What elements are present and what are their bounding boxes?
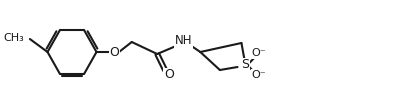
Text: S: S	[241, 58, 249, 72]
Text: CH₃: CH₃	[3, 33, 24, 43]
Text: NH: NH	[175, 35, 192, 48]
Text: O: O	[109, 46, 119, 58]
Text: O⁻: O⁻	[252, 70, 266, 80]
Text: O: O	[164, 69, 174, 82]
Text: O⁻: O⁻	[252, 48, 266, 58]
